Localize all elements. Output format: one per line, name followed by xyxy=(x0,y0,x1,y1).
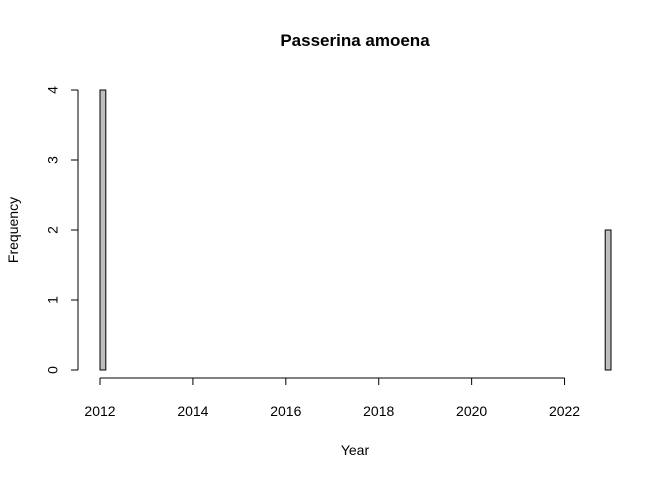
x-tick-label: 2022 xyxy=(549,403,580,419)
x-tick-label: 2012 xyxy=(84,403,115,419)
bars-group xyxy=(99,89,612,371)
y-tick-label: 0 xyxy=(45,366,61,374)
x-axis: 2012 2014 2016 2018 2020 2022 xyxy=(84,377,580,419)
histogram-bar xyxy=(604,229,612,371)
y-tick-label: 4 xyxy=(45,86,61,94)
x-tick-label: 2018 xyxy=(363,403,394,419)
y-tick-label: 2 xyxy=(45,226,61,234)
chart-title: Passerina amoena xyxy=(280,31,430,50)
x-tick-label: 2020 xyxy=(456,403,487,419)
y-axis-label: Frequency xyxy=(5,197,21,263)
x-tick-label: 2016 xyxy=(270,403,301,419)
y-axis: 0 1 2 3 4 xyxy=(45,86,79,374)
histogram-bar xyxy=(99,89,107,371)
y-tick-label: 3 xyxy=(45,156,61,164)
y-tick-label: 1 xyxy=(45,296,61,304)
x-tick-label: 2014 xyxy=(177,403,208,419)
x-axis-label: Year xyxy=(341,442,370,458)
